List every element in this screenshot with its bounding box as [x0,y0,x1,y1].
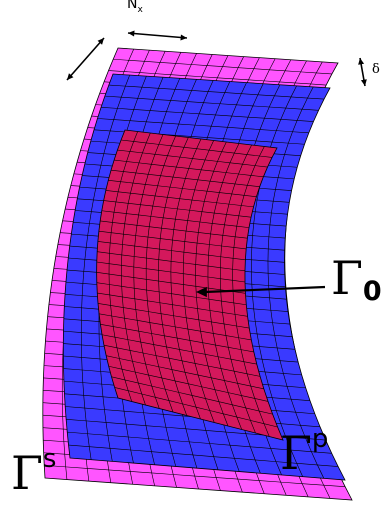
inner-surface-mesh-line [232,146,270,437]
inner-surface-mesh-line [158,137,189,416]
gamma-p-symbol: Γ [280,426,312,480]
delta-double-arrow-head [358,58,365,65]
inner-surface-mesh-line [182,140,215,423]
inner-surface-mesh-line [145,135,176,413]
delta-double-arrow-head [360,79,367,86]
inner-surface-mesh-line [133,134,164,409]
inner-surface-gamma-0 [96,129,284,441]
middle-surface-mesh-line [108,84,325,100]
nx-double-arrow-head [128,30,135,37]
gamma-0-subscript: 0 [362,276,381,307]
middle-surface-mesh-line [68,444,339,467]
inner-surface-mesh-line [121,132,151,406]
nx-double-arrow-shaft [127,32,188,39]
middle-surface-mesh-line [80,74,130,460]
inner-surface-mesh-line [195,141,229,427]
middle-surface-mesh-line [101,106,314,122]
middle-surface-mesh-line [67,431,332,454]
thickness-double-arrow-shaft [66,37,105,81]
inner-surface-mesh-line [207,143,243,430]
nx-label-sub: x [137,4,143,15]
gamma-p-label: Γp [280,426,328,476]
gamma-s-superscript: s [42,444,57,474]
gamma-0-arrow-head [196,286,207,298]
middle-surface-mesh-line [251,85,303,477]
middle-surface-mesh-line [97,118,309,134]
thickness-double-arrow-head [97,38,104,45]
thickness-double-arrow-head [67,73,74,80]
inner-surface-mesh-line [170,138,202,420]
delta-label: δ [372,62,380,77]
gamma-p-superscript: p [311,424,329,454]
gamma-s-label: Γs [11,446,56,496]
nx-label-main: N [127,0,138,12]
gamma-0-label: Γ0 [331,255,381,305]
gamma-0-arrow-shaft [204,285,326,294]
nx-double-arrow-head [180,34,187,41]
middle-surface-mesh-line [66,418,326,441]
gamma-s-symbol: Γ [11,446,43,500]
gamma-0-symbol: Γ [331,251,363,305]
middle-surface-mesh-line [267,86,325,479]
nx-label: Nx [127,0,143,15]
middle-surface-mesh-line [104,95,319,111]
annotation-arrows [66,30,367,298]
inner-surface-mesh-line [219,144,256,434]
inner-surface-mesh-line [108,131,138,402]
